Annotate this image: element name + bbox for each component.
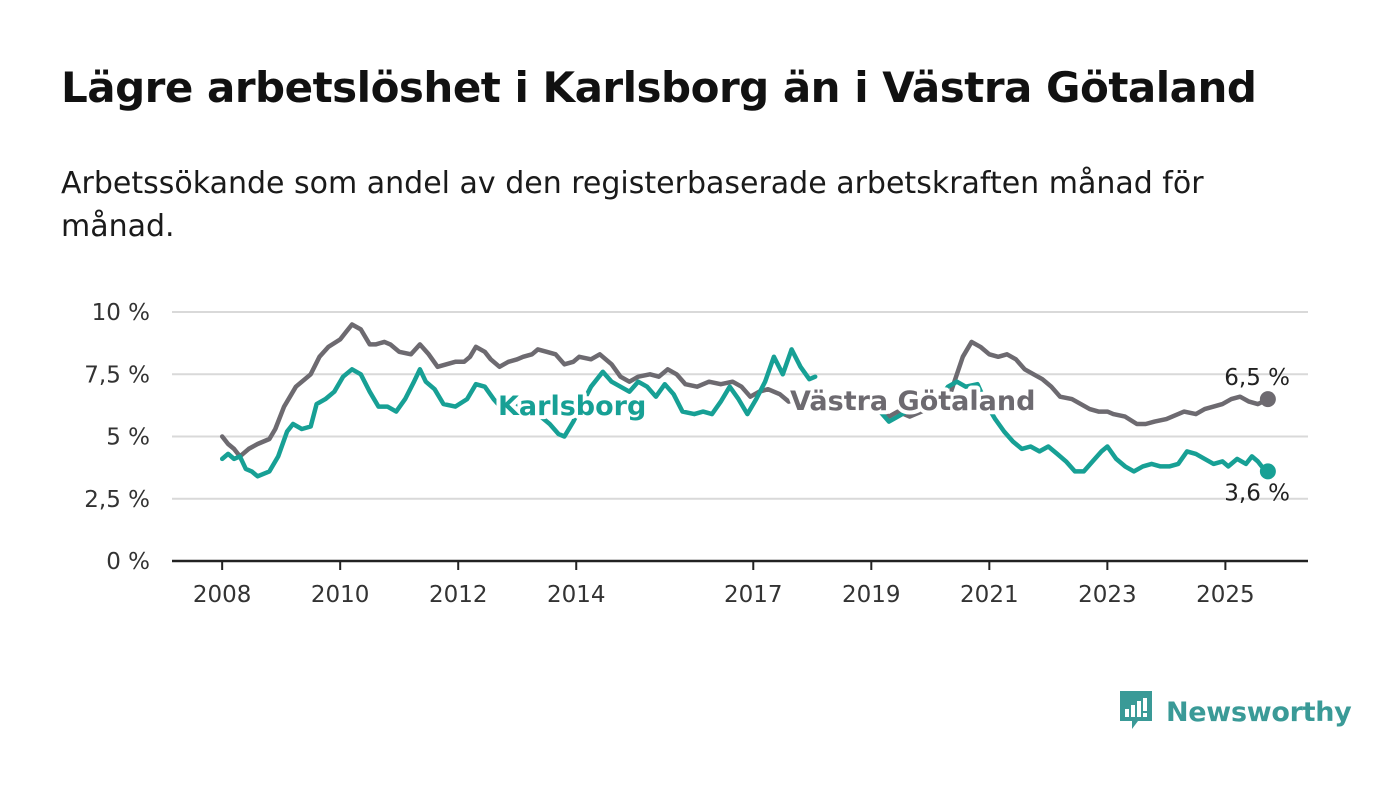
x-tick-label: 2021 (960, 582, 1019, 608)
x-tick-label: 2023 (1078, 582, 1137, 608)
y-tick-label: 0 % (106, 549, 150, 575)
x-tick-label: 2017 (724, 582, 783, 608)
x-tick-label: 2008 (193, 582, 252, 608)
newsworthy-logo[interactable]: Newsworthy (1118, 689, 1352, 735)
series-line-karlsborg (219, 347, 818, 479)
end-marker-vastra_gotaland (1259, 391, 1276, 408)
logo-text: Newsworthy (1166, 696, 1352, 728)
y-tick-label: 10 % (92, 300, 150, 326)
series-labels: Västra Götaland Karlsborg (494, 382, 1039, 426)
x-tick-label: 2025 (1196, 582, 1255, 608)
series-line-vastra_gotaland-continued (877, 339, 1271, 427)
end-marker-karlsborg (1259, 463, 1276, 480)
x-tick-label: 2012 (429, 582, 488, 608)
chart-subtitle: Arbetssökande som andel av den registerb… (61, 166, 1204, 244)
series-lines (219, 322, 1271, 479)
series-line-vastra_gotaland (219, 322, 800, 459)
bar-chart-speech-bubble-icon (1118, 689, 1154, 735)
chart-title: Lägre arbetslöshet i Karlsborg än i Väst… (61, 63, 1257, 112)
x-axis-ticks (221, 561, 1227, 570)
y-tick-label: 2,5 % (84, 487, 150, 513)
y-tick-label: 5 % (106, 425, 150, 451)
end-value-label-vastra_gotaland: 6,5 % (1224, 365, 1290, 391)
y-axis-labels: 0 % 2,5 % 5 % 7,5 % 10 % (84, 300, 150, 575)
series-label-vastra_gotaland: Västra Götaland (790, 386, 1035, 417)
x-tick-label: 2014 (547, 582, 606, 608)
end-markers: 6,5 % 3,6 % (1224, 365, 1290, 506)
x-tick-label: 2019 (842, 582, 901, 608)
series-line-karlsborg-continued (877, 379, 1271, 474)
end-value-label-karlsborg: 3,6 % (1224, 480, 1290, 506)
x-tick-label: 2010 (311, 582, 370, 608)
x-axis-labels: 2008 2010 2012 2014 2017 2019 2021 2023 2025 (193, 582, 1255, 608)
y-tick-label: 7,5 % (84, 362, 150, 388)
series-label-karlsborg: Karlsborg (498, 391, 646, 422)
